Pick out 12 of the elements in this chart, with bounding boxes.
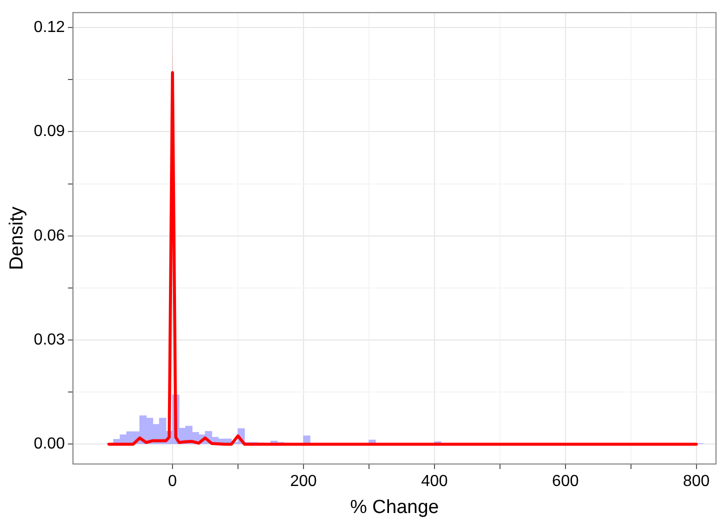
y-tick-label: 0.12 [34, 18, 66, 36]
y-tick-label: 0.00 [34, 436, 66, 453]
x-tick-label: 400 [421, 473, 448, 490]
y-tick-label: 0.03 [34, 331, 66, 348]
y-tick-label: 0.09 [34, 123, 66, 140]
x-tick-label: 200 [290, 473, 317, 490]
x-axis-title: % Change [350, 496, 439, 518]
y-tick-label: 0.06 [34, 227, 66, 244]
x-tick-label: 600 [552, 473, 579, 490]
x-tick-label: 0 [168, 473, 178, 490]
y-axis-title: Density [6, 206, 28, 270]
x-tick-label: 800 [683, 473, 710, 490]
